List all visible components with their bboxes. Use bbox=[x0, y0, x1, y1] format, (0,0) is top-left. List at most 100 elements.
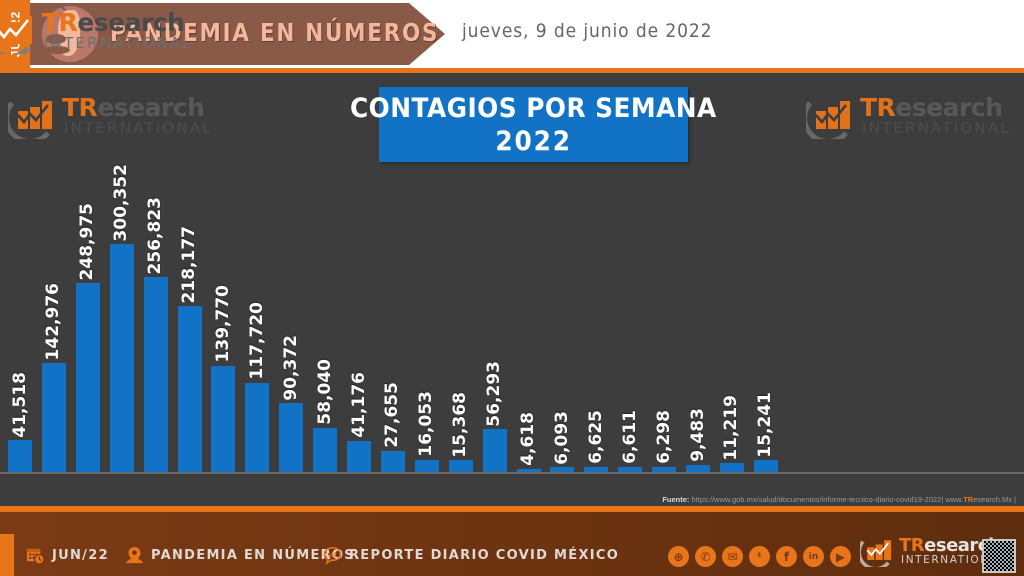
bar-value-label: 15,241 bbox=[755, 391, 776, 458]
social-links[interactable]: ⊕ ✆ ✉ ᵗ f in ▶ bbox=[668, 546, 851, 567]
bar-value-label: 300,352 bbox=[111, 163, 132, 241]
header-date: jueves, 9 de junio de 2022 bbox=[462, 20, 713, 42]
bar-item: 248,975 bbox=[75, 162, 100, 472]
bar bbox=[719, 463, 744, 472]
bar-value-label: 56,293 bbox=[484, 360, 505, 427]
bar-value-label: 117,720 bbox=[246, 302, 267, 380]
linkedin-icon[interactable]: in bbox=[803, 546, 824, 567]
bar-value-label: 27,655 bbox=[382, 382, 403, 449]
footer-accent-bar bbox=[0, 534, 14, 576]
bar bbox=[380, 451, 405, 472]
bar-item: 6,298 bbox=[652, 162, 677, 472]
bar-value-label: 16,053 bbox=[416, 391, 437, 457]
header-logo-brand: TResearch bbox=[42, 8, 185, 37]
bar-value-label: 142,976 bbox=[43, 283, 64, 361]
youtube-icon[interactable]: ▶ bbox=[830, 546, 851, 567]
bar-value-label: 41,518 bbox=[9, 371, 30, 438]
whatsapp-icon[interactable]: ✆ bbox=[695, 546, 716, 567]
bar bbox=[279, 403, 304, 472]
bar-value-label: 9,483 bbox=[687, 408, 708, 462]
bar-item: 6,625 bbox=[584, 162, 609, 472]
chart-panel: TResearch INTERNATIONAL TResearch INTERN… bbox=[0, 73, 1024, 536]
footer: JUN/22 PANDEMIA EN NÚMEROS REPORTE DIARI… bbox=[0, 506, 1024, 576]
bar bbox=[245, 382, 270, 472]
header-logo: TResearch INTERNATIONAL bbox=[0, 8, 198, 60]
bar-item bbox=[788, 162, 812, 472]
bar bbox=[516, 468, 541, 472]
bar-item: 15,241 bbox=[753, 162, 778, 472]
bar-value-label: 256,823 bbox=[145, 196, 166, 275]
bar-value-label: 90,372 bbox=[280, 334, 301, 401]
bar-item bbox=[991, 162, 1015, 472]
bar bbox=[75, 283, 100, 472]
page-title: PANDEMIA EN NÚMEROS bbox=[110, 18, 440, 47]
footer-item-month-label: JUN/22 bbox=[52, 548, 109, 563]
globe-icon bbox=[42, 6, 98, 62]
header-logo-subtitle: INTERNATIONAL bbox=[44, 34, 193, 52]
chat-chart-icon bbox=[323, 547, 342, 565]
footer-top-rule bbox=[0, 506, 1024, 512]
bar-item: 6,093 bbox=[550, 162, 575, 472]
bar-value-label: 218,177 bbox=[179, 225, 199, 304]
bar-item: 6,611 bbox=[618, 162, 643, 472]
tresearch-mark-icon bbox=[806, 101, 850, 139]
bar-item: 58,040 bbox=[313, 162, 338, 472]
bar-item: 256,823 bbox=[143, 162, 168, 472]
bar-item bbox=[923, 162, 947, 472]
facebook-icon[interactable]: f bbox=[776, 546, 797, 567]
bar-value-label: 15,368 bbox=[450, 391, 471, 458]
footer-item-reporte-label: REPORTE DIARIO COVID MÉXICO bbox=[349, 548, 620, 563]
chart-title-line1: CONTAGIOS POR SEMANA bbox=[350, 92, 717, 124]
location-pin-icon bbox=[125, 546, 144, 564]
header-underline bbox=[0, 68, 1024, 73]
tresearch-mark-icon bbox=[0, 16, 32, 54]
source-prefix: Fuente: bbox=[662, 495, 690, 504]
bar bbox=[109, 244, 134, 472]
bar bbox=[584, 466, 609, 472]
watermark-subtitle-left: INTERNATIONAL bbox=[64, 119, 213, 137]
bar-value-label: 41,176 bbox=[348, 372, 369, 438]
bar bbox=[448, 460, 473, 472]
bar-item: 4,618 bbox=[516, 162, 541, 472]
footer-item-pandemia: PANDEMIA EN NÚMEROS bbox=[125, 546, 355, 565]
bar bbox=[177, 306, 202, 472]
chart-title-line2: 2022 bbox=[495, 125, 572, 157]
bar bbox=[550, 467, 575, 472]
calendar-clock-icon bbox=[26, 548, 45, 565]
source-suffix: | bbox=[1014, 495, 1016, 504]
twitter-icon[interactable]: ᵗ bbox=[749, 546, 770, 567]
bar-item: 56,293 bbox=[482, 162, 507, 472]
bar bbox=[753, 460, 778, 472]
watermark-brand-left: TResearch bbox=[62, 93, 205, 122]
plot-area: 41,518 142,976 248,975 300,352 256,823 218,17… bbox=[0, 158, 1024, 538]
footer-logo-subtitle: INTERNATIONAL bbox=[901, 554, 1006, 566]
footer-item-reporte: REPORTE DIARIO COVID MÉXICO bbox=[323, 546, 619, 565]
bar-value-label: 139,770 bbox=[212, 285, 233, 363]
bar-item: 300,352 bbox=[109, 162, 134, 472]
bar-value-label: 4,618 bbox=[518, 411, 538, 466]
qr-code-icon[interactable] bbox=[982, 539, 1016, 573]
footer-item-pandemia-label: PANDEMIA EN NÚMEROS bbox=[151, 548, 355, 563]
x-axis-line bbox=[0, 472, 1024, 474]
bar-item: 142,976 bbox=[41, 162, 66, 472]
bar bbox=[482, 429, 507, 472]
bar-value-label: 6,298 bbox=[653, 410, 674, 465]
source-site: www.TResearch.Mx bbox=[945, 495, 1012, 504]
bar bbox=[414, 459, 439, 472]
header-banner bbox=[30, 3, 445, 65]
bar-item: 16,053 bbox=[414, 162, 439, 472]
watermark-logo-left: TResearch INTERNATIONAL bbox=[8, 93, 218, 145]
email-icon[interactable]: ✉ bbox=[722, 546, 743, 567]
bar-value-label: 6,093 bbox=[551, 410, 572, 465]
bar-item: 90,372 bbox=[279, 162, 304, 472]
bar bbox=[8, 440, 32, 472]
tresearch-mark-icon bbox=[8, 101, 52, 139]
bar-value-label: 11,219 bbox=[721, 394, 742, 461]
bar-series: 41,518 142,976 248,975 300,352 256,823 218,17… bbox=[0, 162, 1024, 472]
bar-item: 9,483 bbox=[686, 162, 710, 472]
bar-value-label: 58,040 bbox=[314, 359, 335, 425]
globe-icon[interactable]: ⊕ bbox=[668, 546, 689, 567]
bar bbox=[652, 467, 677, 472]
footer-logo: TResearch INTERNATIONAL bbox=[860, 535, 1010, 573]
